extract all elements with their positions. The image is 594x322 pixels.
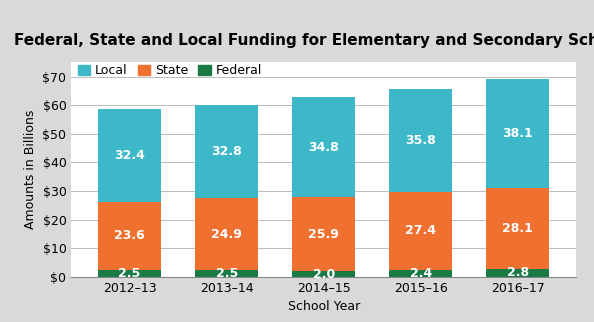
Bar xyxy=(486,188,549,269)
Bar xyxy=(486,269,549,277)
Text: Federal, State and Local Funding for Elementary and Secondary Schools: Federal, State and Local Funding for Ele… xyxy=(14,33,594,48)
X-axis label: School Year: School Year xyxy=(287,300,360,313)
Text: 32.4: 32.4 xyxy=(114,149,145,162)
Text: 23.6: 23.6 xyxy=(114,230,145,242)
Legend: Local, State, Federal: Local, State, Federal xyxy=(78,64,263,77)
Text: 28.1: 28.1 xyxy=(503,222,533,235)
Text: 2.5: 2.5 xyxy=(118,267,141,280)
Bar xyxy=(389,270,453,277)
Text: 2.5: 2.5 xyxy=(216,267,238,280)
Bar xyxy=(195,198,258,270)
Bar xyxy=(292,197,355,271)
Text: 27.4: 27.4 xyxy=(405,224,437,237)
Bar xyxy=(98,202,161,270)
Bar xyxy=(389,89,453,192)
Bar xyxy=(195,105,258,198)
Text: 2.4: 2.4 xyxy=(410,267,432,280)
Bar xyxy=(98,270,161,277)
Text: 2.0: 2.0 xyxy=(312,268,335,280)
Bar xyxy=(486,80,549,188)
Bar xyxy=(292,98,355,197)
Bar xyxy=(98,109,161,202)
Text: 2.8: 2.8 xyxy=(507,266,529,279)
Text: 35.8: 35.8 xyxy=(406,134,436,147)
Y-axis label: Amounts in Billions: Amounts in Billions xyxy=(24,110,37,229)
Text: 32.8: 32.8 xyxy=(211,145,242,158)
Text: 38.1: 38.1 xyxy=(503,128,533,140)
Bar xyxy=(292,271,355,277)
Text: 34.8: 34.8 xyxy=(308,141,339,154)
Bar xyxy=(195,270,258,277)
Bar xyxy=(389,192,453,270)
Text: 25.9: 25.9 xyxy=(308,228,339,241)
Text: 24.9: 24.9 xyxy=(211,228,242,241)
